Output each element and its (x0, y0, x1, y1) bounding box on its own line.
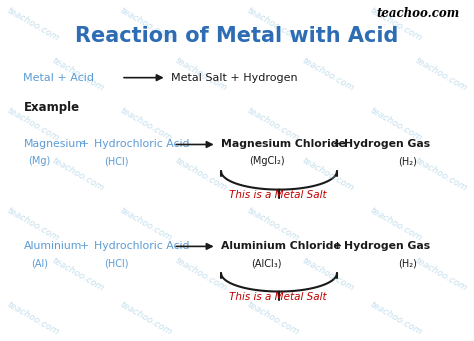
Text: +: + (332, 139, 341, 149)
Text: (Mg): (Mg) (28, 156, 51, 166)
Text: (H₂): (H₂) (398, 258, 417, 268)
Text: teachoo.com: teachoo.com (5, 300, 60, 337)
Text: teachoo.com: teachoo.com (118, 6, 173, 43)
Text: teachoo.com: teachoo.com (301, 256, 356, 293)
Text: Magnesium: Magnesium (24, 139, 86, 149)
Text: teachoo.com: teachoo.com (118, 106, 173, 143)
Text: teachoo.com: teachoo.com (5, 206, 60, 243)
Text: teachoo.com: teachoo.com (376, 8, 460, 20)
Text: teachoo.com: teachoo.com (173, 256, 228, 293)
Text: Aluminium: Aluminium (24, 241, 82, 251)
Text: teachoo.com: teachoo.com (173, 156, 228, 193)
Text: teachoo.com: teachoo.com (368, 106, 424, 143)
Text: teachoo.com: teachoo.com (301, 56, 356, 93)
Text: teachoo.com: teachoo.com (5, 6, 60, 43)
Text: teachoo.com: teachoo.com (246, 106, 301, 143)
Text: teachoo.com: teachoo.com (50, 56, 106, 93)
Text: This is a Metal Salt: This is a Metal Salt (229, 292, 327, 301)
Text: teachoo.com: teachoo.com (118, 206, 173, 243)
Text: Hydrochloric Acid: Hydrochloric Acid (94, 139, 190, 149)
Text: (HCl): (HCl) (104, 156, 129, 166)
Text: +: + (332, 241, 341, 251)
Text: (H₂): (H₂) (398, 156, 417, 166)
Text: Hydrogen Gas: Hydrogen Gas (344, 241, 430, 251)
Text: Metal Salt + Hydrogen: Metal Salt + Hydrogen (171, 73, 298, 83)
Text: (HCl): (HCl) (104, 258, 129, 268)
Text: teachoo.com: teachoo.com (246, 300, 301, 337)
Text: Reaction of Metal with Acid: Reaction of Metal with Acid (75, 26, 399, 46)
Text: teachoo.com: teachoo.com (414, 156, 469, 193)
Text: Aluminium Chloride: Aluminium Chloride (221, 241, 341, 251)
Text: teachoo.com: teachoo.com (173, 56, 228, 93)
Text: teachoo.com: teachoo.com (414, 56, 469, 93)
Text: (AlCl₃): (AlCl₃) (251, 258, 282, 268)
Text: teachoo.com: teachoo.com (246, 206, 301, 243)
Text: teachoo.com: teachoo.com (50, 156, 106, 193)
Text: +: + (80, 241, 90, 251)
Text: teachoo.com: teachoo.com (368, 206, 424, 243)
Text: teachoo.com: teachoo.com (50, 256, 106, 293)
Text: teachoo.com: teachoo.com (368, 6, 424, 43)
Text: teachoo.com: teachoo.com (5, 106, 60, 143)
Text: Hydrochloric Acid: Hydrochloric Acid (94, 241, 190, 251)
Text: teachoo.com: teachoo.com (118, 300, 173, 337)
Text: (Al): (Al) (31, 258, 48, 268)
Text: +: + (80, 139, 90, 149)
Text: teachoo.com: teachoo.com (246, 6, 301, 43)
Text: teachoo.com: teachoo.com (368, 300, 424, 337)
Text: Magnesium Chloride: Magnesium Chloride (221, 139, 346, 149)
Text: Example: Example (24, 101, 80, 114)
Text: Metal + Acid: Metal + Acid (24, 73, 94, 83)
Text: (MgCl₂): (MgCl₂) (249, 156, 284, 166)
Text: teachoo.com: teachoo.com (414, 256, 469, 293)
Text: This is a Metal Salt: This is a Metal Salt (229, 190, 327, 199)
Text: Hydrogen Gas: Hydrogen Gas (344, 139, 430, 149)
Text: teachoo.com: teachoo.com (301, 156, 356, 193)
